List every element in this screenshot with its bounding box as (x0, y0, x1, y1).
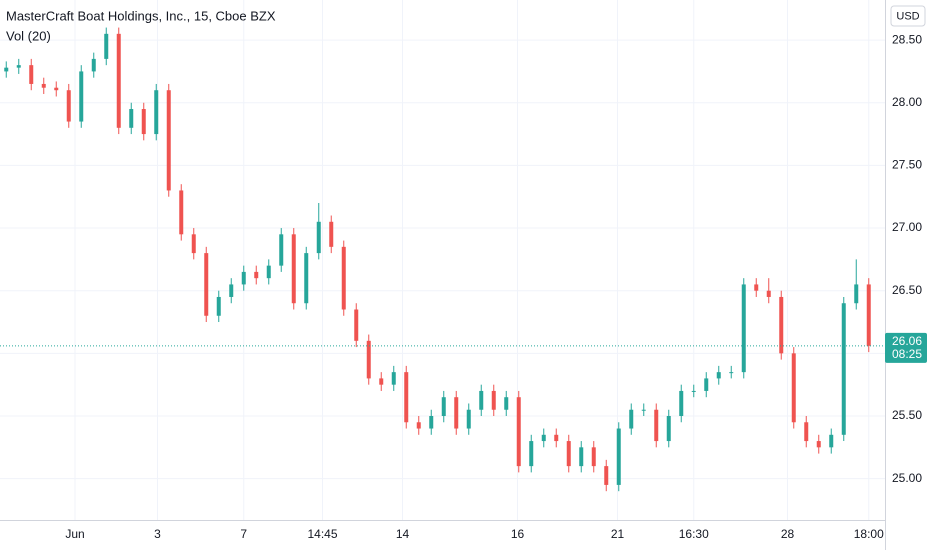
last-price-box (885, 332, 927, 363)
y-tick-label: 27.50 (892, 158, 922, 172)
candle-body (741, 284, 746, 373)
candle-body (266, 265, 271, 279)
candle-body (229, 284, 234, 297)
candle-body (529, 441, 534, 467)
candle-body (854, 284, 859, 304)
candle-body (29, 65, 34, 84)
candle-body (591, 447, 596, 467)
candle-body (441, 397, 446, 416)
candle-body (754, 284, 759, 291)
candle-body (291, 234, 296, 304)
candle-body (191, 234, 196, 254)
candles (4, 27, 871, 492)
candle-body (454, 397, 459, 429)
candle-body (429, 416, 434, 429)
candle-body (729, 372, 734, 374)
x-tick-label: Jun (65, 527, 84, 541)
candle-body (679, 390, 684, 416)
candle-body (391, 372, 396, 385)
candle-body (716, 372, 721, 379)
candle-body (479, 390, 484, 410)
x-tick-label: 3 (154, 527, 161, 541)
y-tick-label: 25.50 (892, 408, 922, 422)
candle-body (804, 422, 809, 442)
candle-body (241, 271, 246, 285)
y-tick-label: 25.00 (892, 471, 922, 485)
candle-body (41, 83, 46, 88)
x-tick-label: 18:00 (854, 527, 884, 541)
candle-body (566, 441, 571, 467)
candle-body (341, 246, 346, 310)
candle-body (629, 409, 634, 429)
candle-body (404, 372, 409, 423)
candle-body (616, 428, 621, 485)
y-tick-label: 28.00 (892, 95, 922, 109)
candle-body (654, 409, 659, 442)
candle-body (829, 434, 834, 448)
candle-body (816, 441, 821, 448)
x-tick-label: 7 (240, 527, 247, 541)
candle-body (216, 296, 221, 316)
candle-body (129, 109, 134, 128)
candle-body (16, 65, 21, 68)
candle-body (154, 90, 159, 135)
candle-body (416, 422, 421, 429)
candle-body (504, 397, 509, 410)
candle-body (179, 190, 184, 235)
candle-body (279, 234, 284, 266)
candle-body (104, 33, 109, 59)
candle-body (691, 390, 696, 392)
candle-body (779, 296, 784, 354)
candle-body (666, 416, 671, 442)
candle-body (379, 378, 384, 385)
candle-body (91, 58, 96, 72)
candle-body (79, 71, 84, 122)
candle-body (66, 90, 71, 122)
x-tick-label: 21 (611, 527, 625, 541)
last-price-label: 26.06 (892, 334, 922, 348)
candle-body (316, 221, 321, 254)
candle-body (516, 397, 521, 467)
candle-body (4, 67, 9, 72)
x-tick-label: 14 (396, 527, 410, 541)
candle-body (866, 284, 871, 346)
candle-body (54, 87, 59, 91)
candle-body (604, 466, 609, 485)
candle-body (541, 434, 546, 442)
candle-body (466, 409, 471, 429)
candle-body (791, 353, 796, 423)
chart-title: MasterCraft Boat Holdings, Inc., 15, Cbo… (6, 8, 276, 23)
y-tick-label: 26.50 (892, 283, 922, 297)
x-tick-label: 28 (781, 527, 795, 541)
candle-body (304, 253, 309, 304)
candle-body (254, 271, 259, 279)
candle-body (166, 90, 171, 191)
candle-body (354, 309, 359, 341)
y-tick-label: 27.00 (892, 220, 922, 234)
x-tick-label: 14:45 (307, 527, 337, 541)
candle-body (204, 253, 209, 316)
candle-body (704, 378, 709, 391)
candle-body (329, 221, 334, 247)
x-tick-label: 16:30 (679, 527, 709, 541)
candle-body (141, 109, 146, 135)
candle-body (641, 409, 646, 411)
y-tick-label: 28.50 (892, 32, 922, 46)
indicator-label: Vol (20) (6, 28, 51, 43)
candle-body (766, 290, 771, 297)
candle-body (491, 390, 496, 410)
countdown-label: 08:25 (892, 347, 922, 361)
currency-button[interactable] (890, 5, 926, 27)
currency-label[interactable]: USD (896, 10, 919, 22)
candle-body (579, 447, 584, 467)
candle-body (116, 33, 121, 128)
candle-body (554, 434, 559, 442)
candle-body (366, 340, 371, 379)
candle-body (841, 303, 846, 435)
x-tick-label: 16 (511, 527, 525, 541)
